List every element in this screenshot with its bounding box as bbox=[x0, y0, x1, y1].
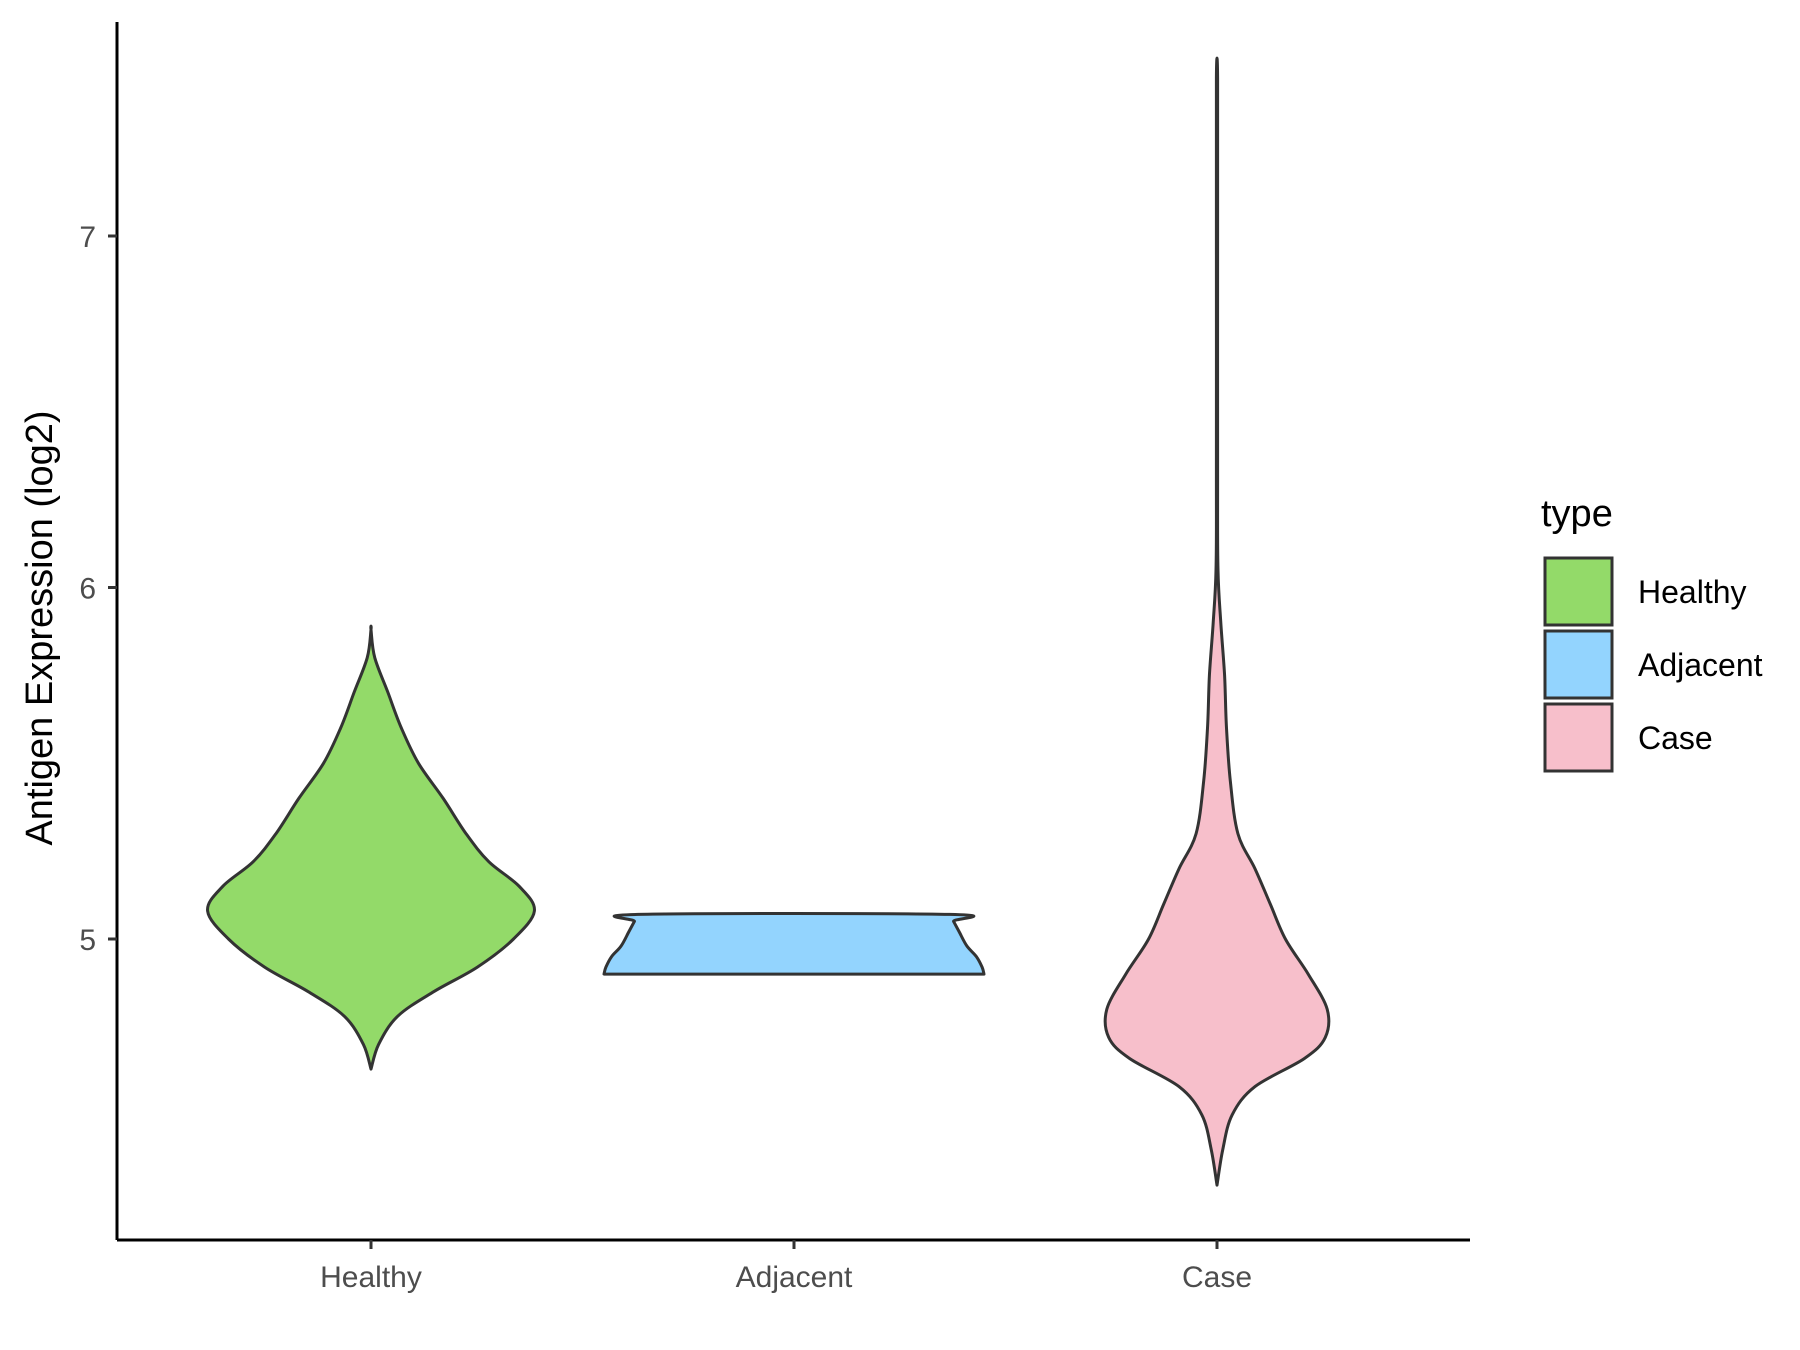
x-axis-ticks: Healthy Adjacent Case bbox=[320, 1240, 1252, 1294]
y-axis-ticks: 5 6 7 bbox=[79, 221, 117, 957]
legend-label-healthy: Healthy bbox=[1638, 574, 1747, 610]
legend-swatch-case bbox=[1543, 702, 1614, 773]
legend-swatch-adjacent bbox=[1543, 629, 1614, 700]
x-tick-label: Case bbox=[1182, 1261, 1252, 1294]
y-tick-label: 6 bbox=[79, 573, 96, 606]
x-tick-label: Healthy bbox=[320, 1261, 422, 1294]
y-axis-title: Antigen Expression (log2) bbox=[19, 410, 61, 845]
legend-label-case: Case bbox=[1638, 720, 1713, 756]
violin-healthy bbox=[206, 624, 536, 1071]
legend-title: type bbox=[1541, 493, 1613, 535]
plot-area bbox=[206, 56, 1331, 1187]
y-tick-label: 7 bbox=[79, 221, 96, 254]
violin-case bbox=[1103, 56, 1331, 1187]
y-tick-label: 5 bbox=[79, 924, 96, 957]
legend: type Healthy Adjacent Case bbox=[1541, 493, 1763, 773]
legend-swatch-healthy bbox=[1543, 556, 1614, 627]
legend-label-adjacent: Adjacent bbox=[1638, 647, 1763, 683]
violin-adjacent bbox=[602, 912, 986, 976]
x-tick-label: Adjacent bbox=[736, 1261, 853, 1294]
